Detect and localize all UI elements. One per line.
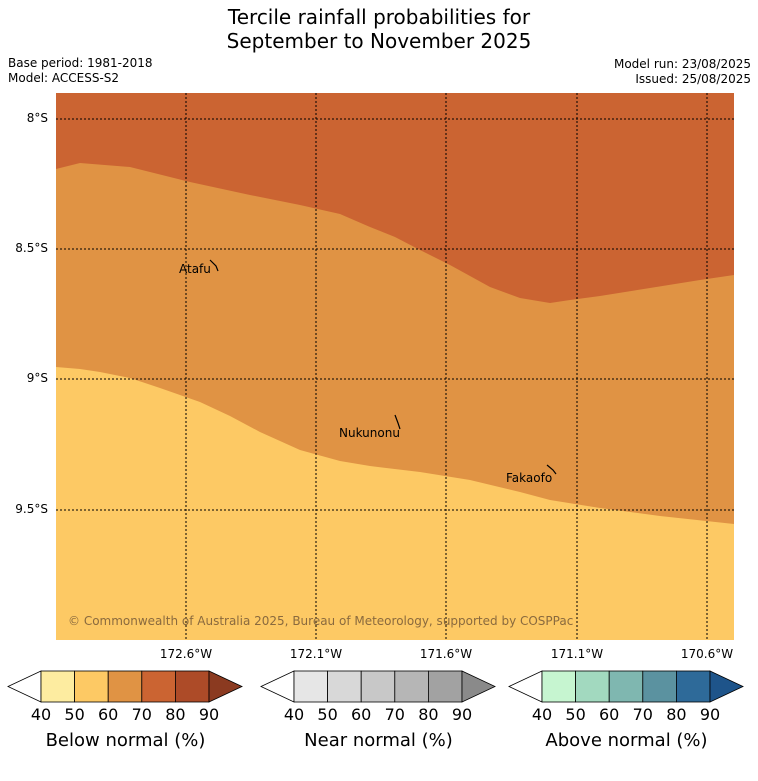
colorbar-below-tick-label: 60	[98, 705, 119, 724]
colorbar-above-label: Above normal (%)	[545, 730, 708, 751]
colorbar-near-tick-label: 70	[384, 705, 405, 724]
colorbar-below-high-triangle	[208, 670, 243, 703]
nukunonu-island-shape	[394, 414, 401, 430]
colorbar-below-segment	[74, 670, 109, 703]
colorbar-below-segment	[107, 670, 143, 703]
colorbar-above-segment	[541, 670, 576, 703]
colorbar-below-label: Below normal (%)	[45, 730, 206, 751]
colorbar-near-label: Near normal (%)	[304, 730, 453, 751]
colorbar-below-segment	[174, 670, 210, 703]
lat-label-8: 8°S	[26, 111, 48, 125]
lat-label-9-5: 9.5°S	[15, 502, 48, 516]
colorbar-near-tick-label: 60	[351, 705, 372, 724]
colorbar-above-segment	[608, 670, 644, 703]
meta-left: Base period: 1981-2018 Model: ACCESS-S2	[8, 56, 153, 86]
colorbar-above-tick-label: 40	[531, 705, 553, 724]
model-run: Model run: 23/08/2025	[613, 57, 751, 71]
title-line-2: September to November 2025	[226, 29, 532, 53]
lon-label-170-6: 170.6°W	[680, 647, 734, 661]
fakaofo-island-shape	[546, 464, 557, 475]
issued-date: Issued: 25/08/2025	[635, 72, 751, 86]
lat-label-9: 9°S	[26, 371, 48, 385]
lon-label-171-6: 171.6°W	[419, 647, 473, 661]
chart-title: Tercile rainfall probabilities for Septe…	[0, 5, 758, 53]
colorbar-above-tick-label: 80	[666, 705, 687, 724]
copyright-notice: © Commonwealth of Australia 2025, Bureau…	[68, 614, 574, 628]
colorbar-below-tick-label: 70	[131, 705, 152, 724]
colorbar-above-tick-label: 90	[699, 705, 721, 724]
colorbar-below-tick-label: 90	[198, 705, 220, 724]
colorbar-below-low-triangle	[7, 670, 42, 703]
colorbar-near-tick-label: 80	[418, 705, 439, 724]
colorbar-near-segment	[360, 670, 396, 703]
colorbars	[7, 670, 744, 703]
gridlines	[56, 93, 734, 640]
meta-right: Model run: 23/08/2025 Issued: 25/08/2025	[614, 57, 751, 87]
colorbar-near-segment	[293, 670, 328, 703]
place-nukunonu: Nukunonu	[339, 426, 400, 440]
atafu-island-shape	[209, 259, 219, 272]
colorbar-below-segment	[40, 670, 75, 703]
colorbar-above-tick-label: 50	[565, 705, 586, 724]
colorbar-near-segment	[394, 670, 429, 703]
place-fakaofo: Fakaofo	[506, 471, 553, 485]
colorbar-near-segment	[427, 670, 463, 703]
lon-label-172-6: 172.6°W	[159, 647, 213, 661]
colorbar-near-tick-label: 90	[451, 705, 473, 724]
title-line-1: Tercile rainfall probabilities for	[227, 5, 531, 29]
colorbar-above-tick-label: 70	[632, 705, 653, 724]
colorbar-near-tick-label: 50	[317, 705, 338, 724]
colorbar-below-tick-label: 50	[64, 705, 85, 724]
colorbar-above-high-triangle	[709, 670, 744, 703]
colorbar-above-segment	[642, 670, 677, 703]
colorbar-above-segment	[575, 670, 610, 703]
lon-label-172-1: 172.1°W	[289, 647, 343, 661]
lon-label-171-1: 171.1°W	[550, 647, 604, 661]
colorbar-above-low-triangle	[508, 670, 543, 703]
colorbar-above-tick-label: 60	[599, 705, 620, 724]
colorbar-below-tick-label: 40	[30, 705, 52, 724]
band-dark-fill	[56, 93, 734, 303]
colorbar-near-high-triangle	[461, 670, 496, 703]
lat-label-8-5: 8.5°S	[15, 241, 48, 255]
colorbar-near-low-triangle	[260, 670, 295, 703]
place-atafu: Atafu	[179, 262, 211, 276]
colorbar-below-tick-label: 80	[165, 705, 186, 724]
colorbar-near-tick-label: 40	[283, 705, 305, 724]
colorbar-below-segment	[141, 670, 176, 703]
base-period: Base period: 1981-2018	[8, 56, 153, 70]
model-name: Model: ACCESS-S2	[8, 71, 120, 85]
colorbar-above-segment	[676, 670, 711, 703]
colorbar-near-segment	[327, 670, 362, 703]
